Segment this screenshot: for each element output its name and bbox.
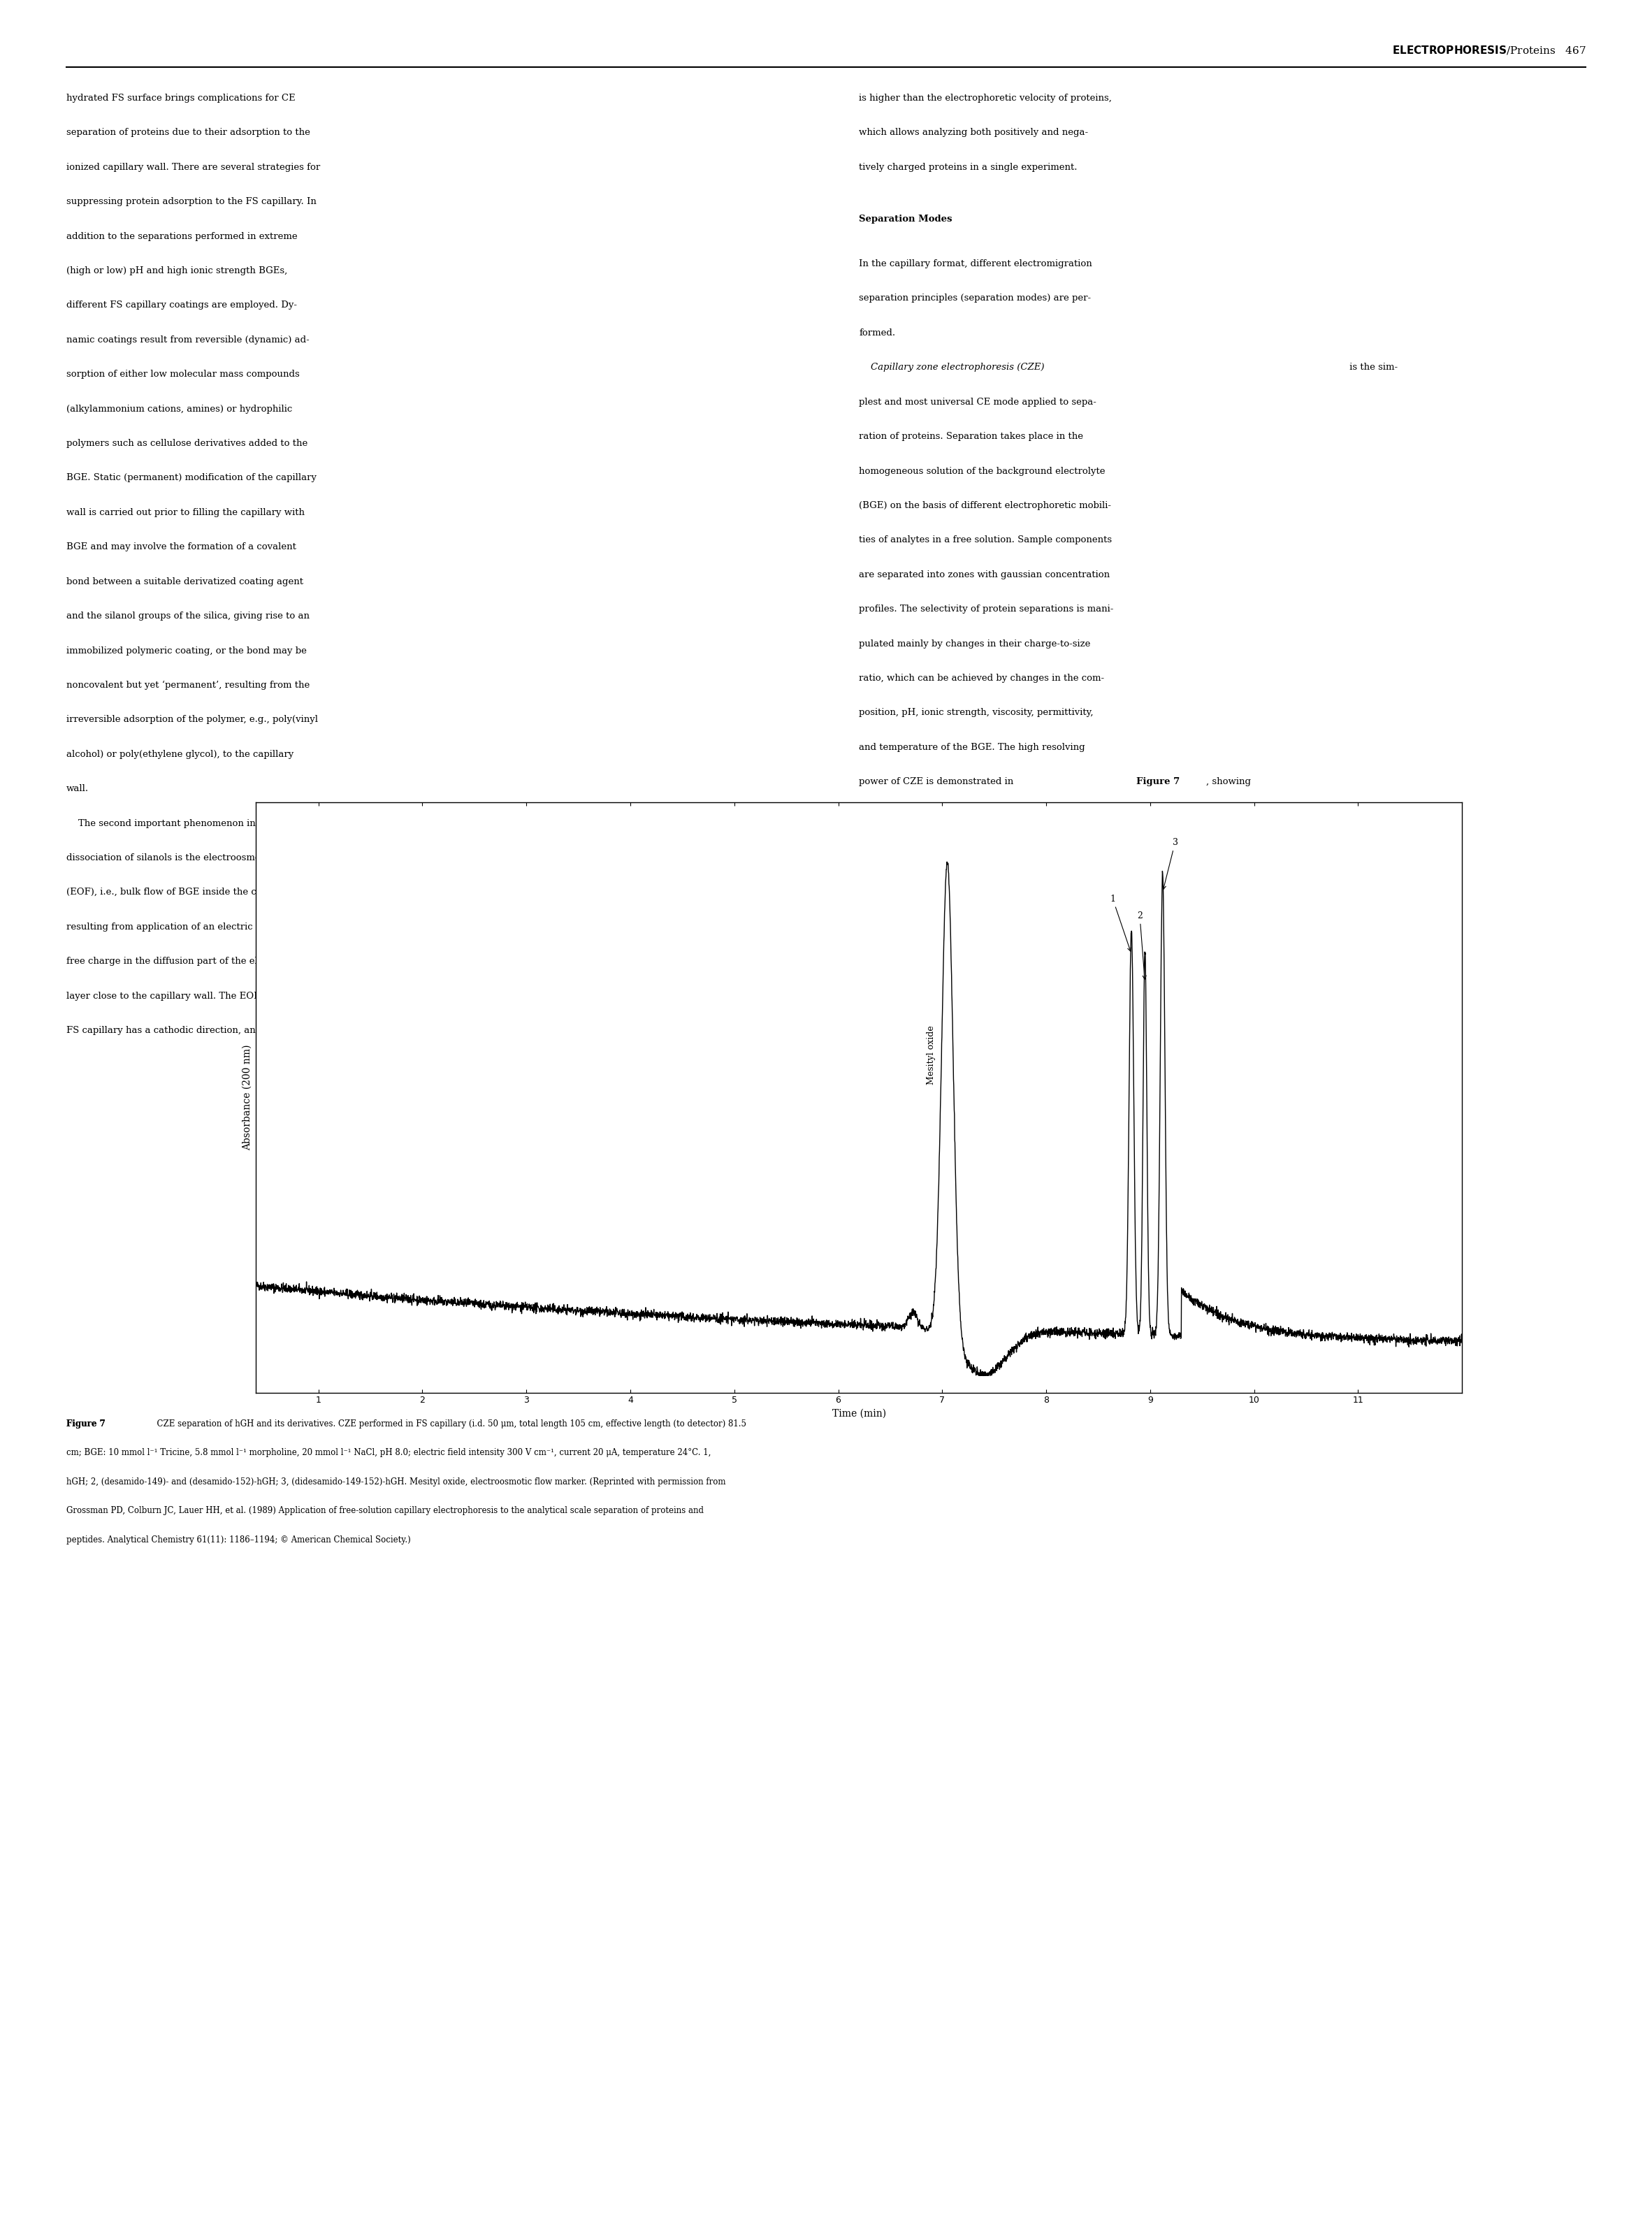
Text: is the sim-: is the sim-: [1346, 363, 1398, 372]
Text: dissociation of silanols is the electroosmotic flow: dissociation of silanols is the electroo…: [66, 853, 294, 862]
Text: Grossman PD, Colburn JC, Lauer HH, et al. (1989) Application of free-solution ca: Grossman PD, Colburn JC, Lauer HH, et al…: [66, 1506, 704, 1515]
Text: and the silanol groups of the silica, giving rise to an: and the silanol groups of the silica, gi…: [66, 610, 309, 622]
Text: alcohol) or poly(ethylene glycol), to the capillary: alcohol) or poly(ethylene glycol), to th…: [66, 749, 294, 760]
Text: formed.: formed.: [859, 328, 895, 336]
Text: 3: 3: [1163, 838, 1178, 889]
Text: the separation of human growth hormone (hGH) and: the separation of human growth hormone (…: [859, 811, 1107, 820]
Text: polymers such as cellulose derivatives added to the: polymers such as cellulose derivatives a…: [66, 439, 307, 448]
Text: ionized capillary wall. There are several strategies for: ionized capillary wall. There are severa…: [66, 163, 320, 172]
Text: are separated into zones with gaussian concentration: are separated into zones with gaussian c…: [859, 570, 1110, 579]
Text: broadly applied for SDS-electrophoresis of proteins.: broadly applied for SDS-electrophoresis …: [859, 985, 1104, 994]
Text: wall.: wall.: [66, 784, 89, 793]
Text: hydrated FS surface brings complications for CE: hydrated FS surface brings complications…: [66, 94, 296, 102]
Text: $\bf{ELECTROPHORESIS}$/Proteins   467: $\bf{ELECTROPHORESIS}$/Proteins 467: [1393, 45, 1586, 56]
Text: tively charged proteins in a single experiment.: tively charged proteins in a single expe…: [859, 163, 1077, 172]
Text: charge per 191 amino acid residues. CZE in sieving: charge per 191 amino acid residues. CZE …: [859, 880, 1102, 889]
Text: , showing: , showing: [1206, 778, 1251, 786]
Text: 1: 1: [1110, 893, 1132, 951]
Text: is higher than the electrophoretic velocity of proteins,: is higher than the electrophoretic veloc…: [859, 94, 1112, 102]
Y-axis label: Absorbance (200 nm): Absorbance (200 nm): [243, 1045, 253, 1150]
Text: Separation Modes: Separation Modes: [859, 214, 952, 223]
Text: layer close to the capillary wall. The EOF in the bare: layer close to the capillary wall. The E…: [66, 991, 314, 1000]
Text: Mesityl oxide: Mesityl oxide: [927, 1025, 935, 1085]
Text: plest and most universal CE mode applied to sepa-: plest and most universal CE mode applied…: [859, 397, 1097, 405]
Text: BGE and may involve the formation of a covalent: BGE and may involve the formation of a c…: [66, 541, 296, 553]
Text: hGH; 2, (desamido-149)- and (desamido-152)-hGH; 3, (didesamido-149-152)-hGH. Mes: hGH; 2, (desamido-149)- and (desamido-15…: [66, 1477, 725, 1486]
Text: (EOF), i.e., bulk flow of BGE inside the capillary: (EOF), i.e., bulk flow of BGE inside the…: [66, 887, 291, 898]
Text: and temperature of the BGE. The high resolving: and temperature of the BGE. The high res…: [859, 742, 1085, 751]
Text: cm; BGE: 10 mmol l⁻¹ Tricine, 5.8 mmol l⁻¹ morpholine, 20 mmol l⁻¹ NaCl, pH 8.0;: cm; BGE: 10 mmol l⁻¹ Tricine, 5.8 mmol l…: [66, 1448, 710, 1457]
Text: immobilized polymeric coating, or the bond may be: immobilized polymeric coating, or the bo…: [66, 646, 306, 655]
Text: 2: 2: [1137, 911, 1146, 980]
Text: ratio, which can be achieved by changes in the com-: ratio, which can be achieved by changes …: [859, 673, 1105, 682]
Text: Capillary zone electrophoresis (CZE): Capillary zone electrophoresis (CZE): [859, 363, 1044, 372]
Text: addition to the separations performed in extreme: addition to the separations performed in…: [66, 232, 297, 241]
Text: namic coatings result from reversible (dynamic) ad-: namic coatings result from reversible (d…: [66, 334, 309, 345]
Text: wall is carried out prior to filling the capillary with: wall is carried out prior to filling the…: [66, 508, 304, 517]
Text: Figure 7: Figure 7: [66, 1419, 107, 1428]
Text: Figure 7: Figure 7: [1137, 778, 1180, 786]
Text: its deamidation products, differing in one elementary: its deamidation products, differing in o…: [859, 847, 1108, 856]
Text: position, pH, ionic strength, viscosity, permittivity,: position, pH, ionic strength, viscosity,…: [859, 709, 1094, 717]
Text: pulated mainly by changes in their charge-to-size: pulated mainly by changes in their charg…: [859, 639, 1090, 648]
Text: (BGE) on the basis of different electrophoretic mobili-: (BGE) on the basis of different electrop…: [859, 501, 1112, 510]
Text: Figure 7: Figure 7: [66, 1419, 106, 1428]
Text: separation of proteins due to their adsorption to the: separation of proteins due to their adso…: [66, 129, 311, 138]
Text: BGE. Static (permanent) modification of the capillary: BGE. Static (permanent) modification of …: [66, 472, 316, 483]
Text: FS capillary has a cathodic direction, and its velocity: FS capillary has a cathodic direction, a…: [66, 1025, 314, 1036]
Text: media, particularly in replaceable solutions of en-: media, particularly in replaceable solut…: [859, 916, 1092, 925]
Text: (alkylammonium cations, amines) or hydrophilic: (alkylammonium cations, amines) or hydro…: [66, 403, 292, 414]
Text: CZE separation of hGH and its derivatives. CZE performed in FS capillary (i.d. 5: CZE separation of hGH and its derivative…: [152, 1419, 747, 1428]
Text: ration of proteins. Separation takes place in the: ration of proteins. Separation takes pla…: [859, 432, 1084, 441]
Text: sorption of either low molecular mass compounds: sorption of either low molecular mass co…: [66, 370, 299, 379]
Text: separation principles (separation modes) are per-: separation principles (separation modes)…: [859, 294, 1090, 303]
Text: noncovalent but yet ‘permanent’, resulting from the: noncovalent but yet ‘permanent’, resulti…: [66, 680, 309, 691]
Text: irreversible adsorption of the polymer, e.g., poly(vinyl: irreversible adsorption of the polymer, …: [66, 715, 317, 724]
Text: different FS capillary coatings are employed. Dy-: different FS capillary coatings are empl…: [66, 301, 297, 310]
Text: bond between a suitable derivatized coating agent: bond between a suitable derivatized coat…: [66, 577, 302, 586]
Text: The second important phenomenon induced by the: The second important phenomenon induced …: [66, 818, 316, 829]
Text: which allows analyzing both positively and nega-: which allows analyzing both positively a…: [859, 129, 1089, 138]
Text: profiles. The selectivity of protein separations is mani-: profiles. The selectivity of protein sep…: [859, 604, 1113, 613]
Text: homogeneous solution of the background electrolyte: homogeneous solution of the background e…: [859, 466, 1105, 475]
Text: free charge in the diffusion part of the electric double: free charge in the diffusion part of the…: [66, 956, 319, 967]
Text: suppressing protein adsorption to the FS capillary. In: suppressing protein adsorption to the FS…: [66, 198, 316, 207]
X-axis label: Time (min): Time (min): [833, 1408, 885, 1419]
Text: (high or low) pH and high ionic strength BGEs,: (high or low) pH and high ionic strength…: [66, 265, 287, 276]
Text: tangled polymer networks (linear PAA, dextran), is: tangled polymer networks (linear PAA, de…: [859, 949, 1097, 958]
Text: ties of analytes in a free solution. Sample components: ties of analytes in a free solution. Sam…: [859, 535, 1112, 544]
Text: peptides. Analytical Chemistry 61(11): 1186–1194; © American Chemical Society.): peptides. Analytical Chemistry 61(11): 1…: [66, 1535, 410, 1544]
Text: resulting from application of an electric field on a: resulting from application of an electri…: [66, 922, 299, 931]
Text: power of CZE is demonstrated in: power of CZE is demonstrated in: [859, 778, 1016, 786]
Text: In the capillary format, different electromigration: In the capillary format, different elect…: [859, 258, 1092, 267]
